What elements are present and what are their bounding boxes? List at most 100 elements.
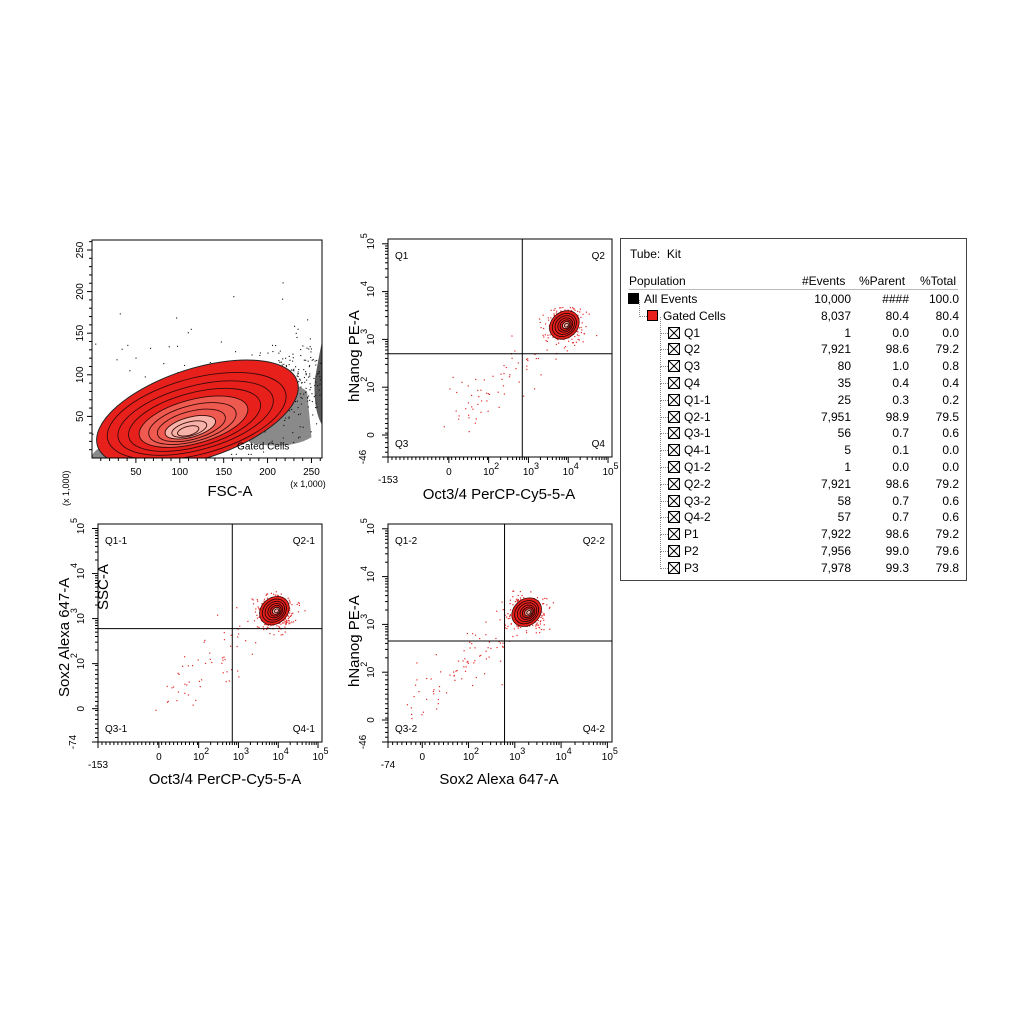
- population-row-q1[interactable]: Q1 1 0.0 0.0: [621, 316, 968, 342]
- event-dot: [282, 298, 284, 300]
- population-row-q2-1[interactable]: Q2-1 7,951 98.9 79.5: [621, 400, 968, 426]
- event-dot: [552, 336, 554, 338]
- x-tick-label: 0: [419, 752, 425, 763]
- quadrant-label-lower-left: Q3-2: [395, 724, 418, 735]
- event-dot: [190, 328, 192, 330]
- event-dot: [582, 341, 584, 343]
- plot3-xlabel: Oct3/4 PerCP-Cy5-5-A: [148, 771, 302, 788]
- population-row-q2[interactable]: Q2 7,921 98.6 79.2: [621, 333, 968, 358]
- population-row-p3[interactable]: P3 7,978 99.3 79.8: [621, 551, 968, 577]
- plot-data: [443, 306, 598, 433]
- event-dot: [311, 400, 313, 403]
- population-name: Q1: [684, 325, 701, 340]
- population-parent: 98.6: [885, 342, 909, 357]
- event-dot: [234, 351, 237, 353]
- x-tick-label: 50: [130, 467, 142, 478]
- event-dot: [297, 376, 299, 378]
- y-tick-exponent: 2: [359, 662, 369, 667]
- event-dot: [281, 622, 284, 624]
- population-events: 7,921: [820, 476, 851, 491]
- event-dot: [315, 364, 317, 366]
- event-dot: [535, 623, 537, 625]
- x-tick-exponent: 2: [204, 746, 209, 756]
- event-dot: [309, 346, 311, 348]
- population-row-q3-2[interactable]: Q3-2 58 0.7 0.6: [621, 484, 968, 510]
- event-dot: [184, 683, 186, 685]
- x-tick-label: 10: [193, 752, 205, 763]
- event-dot: [187, 332, 189, 334]
- event-dot: [578, 334, 580, 337]
- event-dot: [257, 600, 259, 602]
- population-row-all-events[interactable]: All Events 10,000 #### 100.0: [621, 291, 968, 308]
- event-dot: [222, 659, 224, 661]
- event-dot: [256, 617, 259, 619]
- population-row-q4-2[interactable]: Q4-2 57 0.7 0.6: [621, 501, 968, 526]
- plot4-xlabel: Sox2 Alexa 647-A: [439, 771, 559, 788]
- event-dot: [284, 621, 286, 623]
- event-dot: [266, 597, 269, 599]
- event-dot: [571, 342, 574, 344]
- y-tick-label: 10: [366, 571, 377, 583]
- event-dot: [187, 694, 190, 696]
- event-dot: [309, 373, 311, 375]
- event-dot: [310, 348, 312, 350]
- event-dot: [536, 622, 538, 624]
- population-events: 1: [844, 460, 851, 474]
- unchecked-gate-icon: [668, 545, 680, 557]
- event-dot: [288, 410, 291, 412]
- tree-connector: [660, 518, 668, 536]
- event-dot: [480, 389, 482, 391]
- event-dot: [198, 680, 200, 682]
- event-dot: [506, 627, 508, 630]
- population-row-q3-1[interactable]: Q3-1 56 0.7 0.6: [621, 417, 968, 442]
- y-tick-label: 50: [75, 410, 86, 422]
- event-dot: [225, 681, 227, 683]
- event-dot: [287, 615, 289, 617]
- event-dot: [285, 623, 287, 625]
- population-row-p2[interactable]: P2 7,956 99.0 79.6: [621, 535, 968, 560]
- event-dot: [514, 350, 516, 352]
- y-tick-exponent: 4: [359, 281, 369, 286]
- unchecked-gate-icon: [668, 377, 680, 389]
- event-dot: [307, 406, 309, 408]
- event-dot: [568, 340, 570, 342]
- population-row-q1-2[interactable]: Q1-2 1 0.0 0.0: [621, 451, 968, 476]
- population-row-q1-1[interactable]: Q1-1 25 0.3 0.2: [621, 383, 968, 409]
- event-dot: [256, 614, 258, 616]
- population-row-q4-1[interactable]: Q4-1 5 0.1 0.0: [621, 434, 968, 459]
- event-dot: [278, 630, 280, 632]
- event-dot: [269, 633, 271, 635]
- event-dot: [288, 417, 290, 419]
- x-tick-label: 10: [556, 752, 568, 763]
- population-total: 79.2: [935, 527, 959, 542]
- population-row-p1[interactable]: P1 7,922 98.6 79.2: [621, 518, 968, 543]
- event-dot: [297, 373, 299, 375]
- population-events: 56: [837, 426, 851, 441]
- event-dot: [297, 611, 300, 613]
- event-dot: [263, 628, 265, 631]
- event-dot: [311, 393, 313, 395]
- event-dot: [266, 593, 269, 595]
- event-dot: [300, 349, 302, 351]
- population-row-q2-2[interactable]: Q2-2 7,921 98.6 79.2: [621, 467, 968, 493]
- unchecked-gate-icon: [668, 343, 680, 356]
- event-dot: [480, 400, 483, 402]
- event-dot: [313, 377, 315, 380]
- event-dot: [287, 617, 289, 620]
- event-dot: [461, 678, 463, 680]
- population-events: 8,037: [820, 308, 851, 323]
- event-dot: [471, 684, 474, 687]
- population-row-q3[interactable]: Q3 80 1.0 0.8: [621, 350, 968, 375]
- event-dot: [549, 628, 551, 630]
- event-dot: [266, 626, 268, 628]
- population-row-q4[interactable]: Q4 35 0.4 0.4: [621, 367, 968, 392]
- event-dot: [437, 703, 439, 705]
- population-parent: 0.1: [892, 443, 909, 458]
- population-row-gated-cells[interactable]: Gated Cells 8,037 80.4 80.4: [621, 299, 968, 325]
- event-dot: [558, 342, 560, 344]
- event-dot: [504, 627, 506, 629]
- event-dot: [231, 453, 233, 455]
- event-dot: [537, 624, 540, 626]
- event-dot: [315, 394, 317, 396]
- event-dot: [275, 591, 277, 593]
